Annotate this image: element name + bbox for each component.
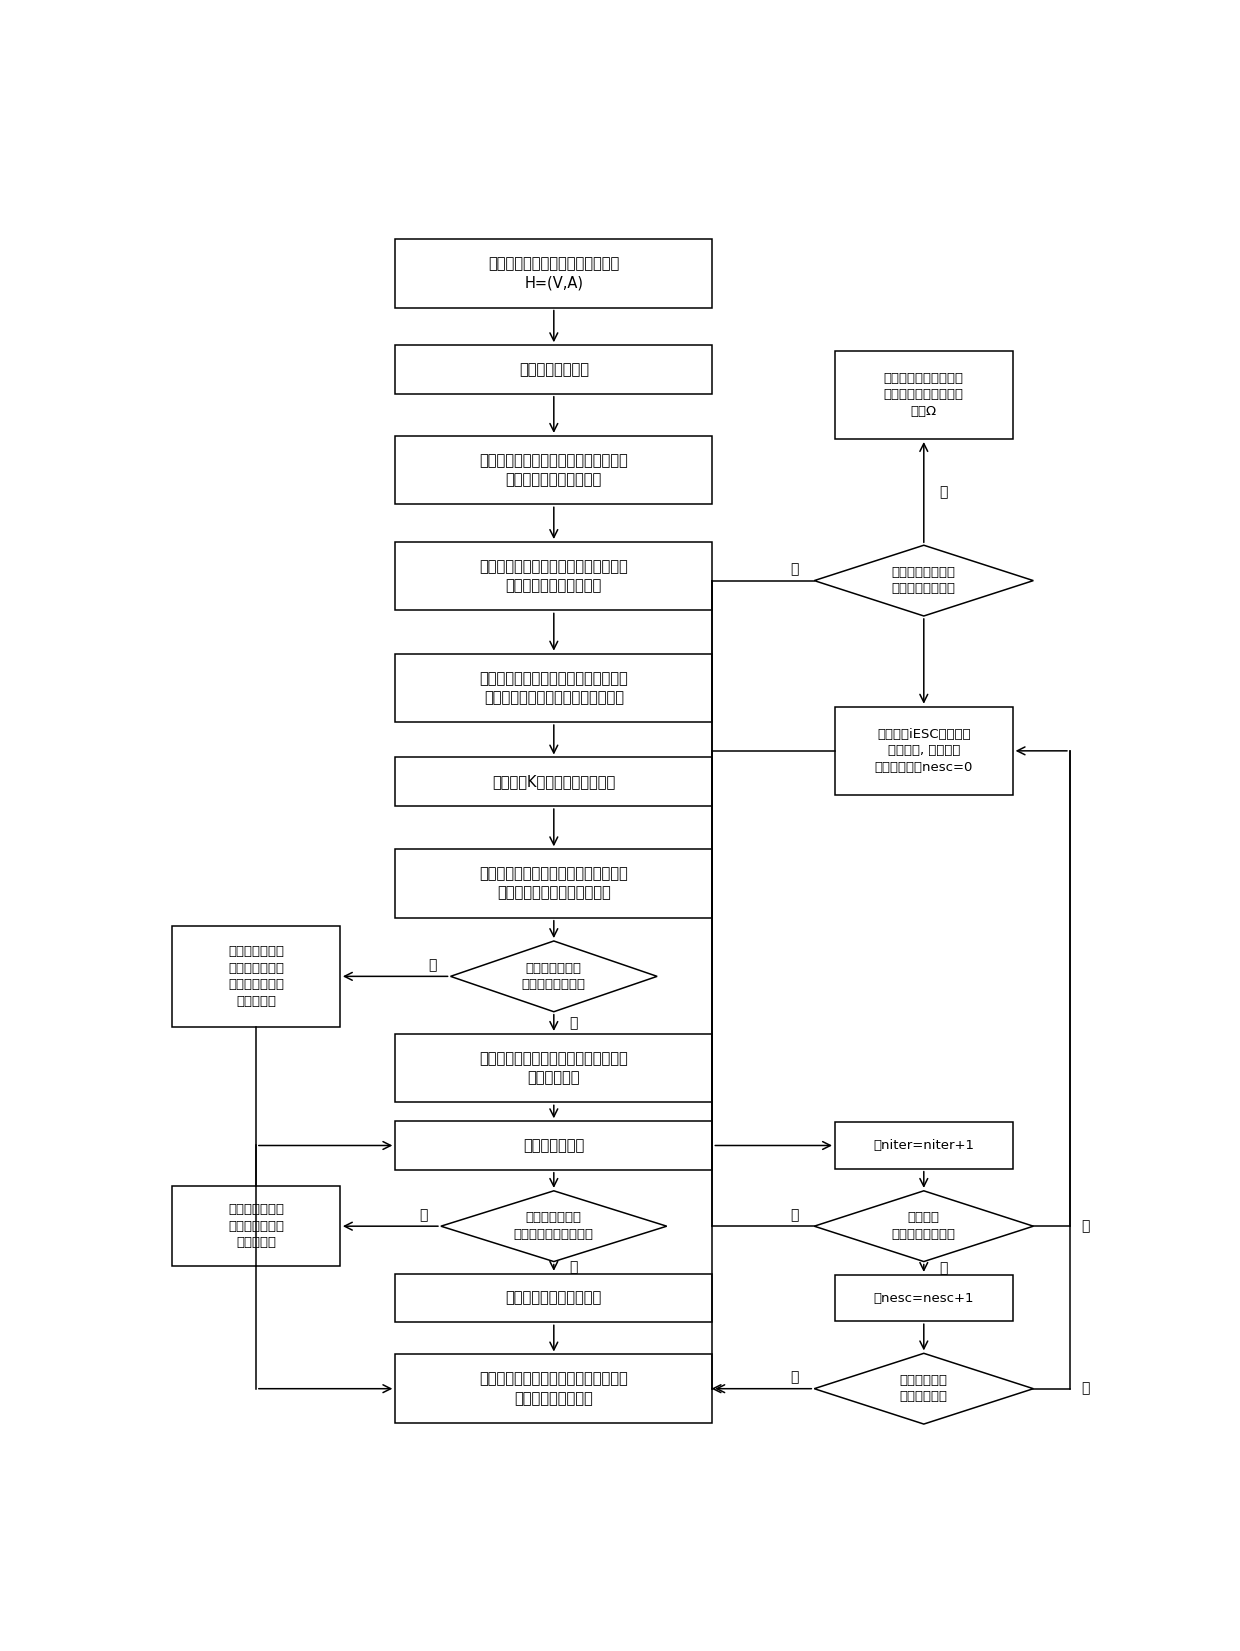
Text: 初始解是否接受
了全部的客户行程: 初始解是否接受 了全部的客户行程 (522, 961, 585, 991)
Text: 用有向图表示运行区域的街道网络
H=(V,A): 用有向图表示运行区域的街道网络 H=(V,A) (489, 256, 620, 291)
Polygon shape (815, 1354, 1033, 1425)
Polygon shape (450, 941, 657, 1012)
Polygon shape (441, 1190, 667, 1261)
Text: 令nesc=nesc+1: 令nesc=nesc+1 (873, 1291, 975, 1304)
Text: 设置决策变量并建立考虑充电时间的共
享电动汽车站点选址问题的数学模型: 设置决策变量并建立考虑充电时间的共 享电动汽车站点选址问题的数学模型 (480, 670, 629, 705)
Text: 对初始解进行删除和交换操作得到初始
解的邻域解集: 对初始解进行删除和交换操作得到初始 解的邻域解集 (480, 1052, 629, 1085)
FancyBboxPatch shape (396, 1354, 712, 1423)
Text: 是: 是 (569, 1015, 578, 1030)
Text: 设置建模所需参数: 设置建模所需参数 (518, 362, 589, 376)
FancyBboxPatch shape (172, 1187, 340, 1266)
Text: 否: 否 (419, 1209, 428, 1222)
Text: 当前迭代次数是否
大于最大迭代次数: 当前迭代次数是否 大于最大迭代次数 (892, 566, 956, 596)
Text: 邻域最优解替换
预设的历史最优
解为当前解: 邻域最优解替换 预设的历史最优 解为当前解 (228, 1204, 284, 1250)
FancyBboxPatch shape (396, 542, 712, 611)
Text: 生成考虑充电时间的共享电动汽车站点
选址问题的数学模型的初始解: 生成考虑充电时间的共享电动汽车站点 选址问题的数学模型的初始解 (480, 867, 629, 900)
FancyBboxPatch shape (835, 1123, 1013, 1169)
FancyBboxPatch shape (396, 758, 712, 806)
Text: 对当前解进行解码，输
出已经被建设的站点的
集合Ω: 对当前解进行解码，输 出已经被建设的站点的 集合Ω (884, 371, 963, 418)
FancyBboxPatch shape (396, 849, 712, 918)
Text: 是: 是 (569, 1261, 578, 1275)
Text: 设置考虑充电时间的共享电动汽车的站
点选址需满足的基本要求: 设置考虑充电时间的共享电动汽车的站 点选址需满足的基本要求 (480, 560, 629, 593)
Text: 预设历史最优解为当前解: 预设历史最优解为当前解 (506, 1291, 601, 1306)
FancyBboxPatch shape (396, 345, 712, 395)
FancyBboxPatch shape (396, 436, 712, 504)
Text: 否: 否 (790, 1209, 799, 1222)
Polygon shape (815, 1190, 1033, 1261)
Text: 令niter=niter+1: 令niter=niter+1 (873, 1139, 975, 1152)
Text: 寻找领域最优解: 寻找领域最优解 (523, 1138, 584, 1152)
Text: 对初始解进行删
除、插入和交换
操作得到初始解
的邻域解集: 对初始解进行删 除、插入和交换 操作得到初始解 的邻域解集 (228, 944, 284, 1007)
Text: 邻域最优解是否
优于预设的历史最优解: 邻域最优解是否 优于预设的历史最优解 (513, 1212, 594, 1242)
FancyBboxPatch shape (396, 1034, 712, 1103)
FancyBboxPatch shape (835, 707, 1013, 796)
FancyBboxPatch shape (396, 1121, 712, 1171)
FancyBboxPatch shape (835, 1275, 1013, 1321)
FancyBboxPatch shape (396, 654, 712, 721)
FancyBboxPatch shape (172, 926, 340, 1027)
FancyBboxPatch shape (835, 350, 1013, 439)
FancyBboxPatch shape (396, 1273, 712, 1322)
Text: 是: 是 (939, 485, 947, 499)
FancyBboxPatch shape (396, 239, 712, 307)
Text: 否: 否 (790, 563, 799, 576)
Text: 重复出现
次数是否满足条件: 重复出现 次数是否满足条件 (892, 1212, 956, 1242)
Text: 二叉树中是否
有解重复出现: 二叉树中是否 有解重复出现 (900, 1374, 947, 1403)
Polygon shape (815, 545, 1033, 616)
Text: 将当前解的每个片段重新排序后作为当
前解存储在二叉树中: 将当前解的每个片段重新排序后作为当 前解存储在二叉树中 (480, 1372, 629, 1405)
Text: 是: 是 (1081, 1382, 1090, 1395)
Text: 设置考虑充电时间的共享电动汽车的站
点选址所需要的基本信息: 设置考虑充电时间的共享电动汽车的站 点选址所需要的基本信息 (480, 452, 629, 487)
Text: 连续执行iESC次寻找邻
域解操作, 并令重复
解出现的次数nesc=0: 连续执行iESC次寻找邻 域解操作, 并令重复 解出现的次数nesc=0 (874, 728, 973, 774)
Text: 对客户的K个行程需求进行编码: 对客户的K个行程需求进行编码 (492, 774, 615, 789)
Text: 否: 否 (429, 958, 436, 972)
Text: 否: 否 (790, 1370, 799, 1385)
Text: 是: 是 (1081, 1218, 1090, 1233)
Text: 是: 是 (939, 1261, 947, 1275)
